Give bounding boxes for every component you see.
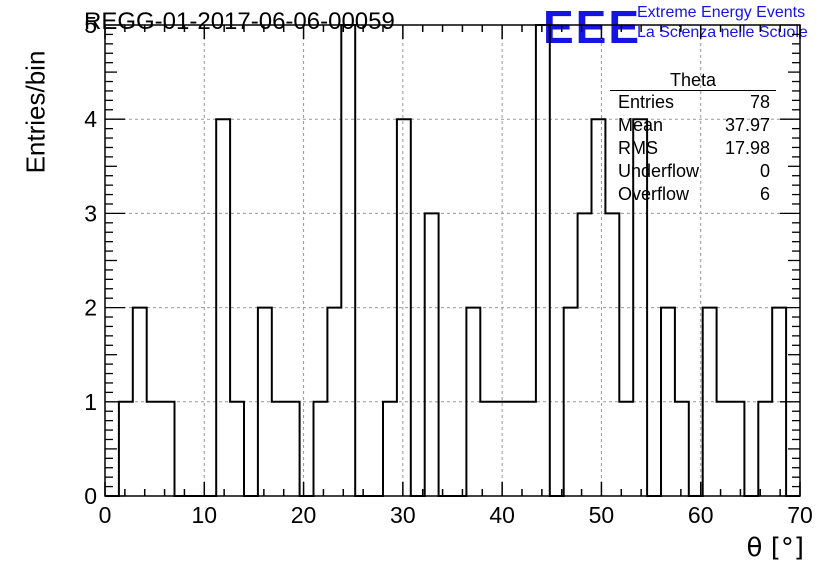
stats-row-rms: RMS 17.98: [618, 138, 770, 158]
x-tick-label: 10: [191, 502, 217, 528]
x-tick-label: 70: [787, 502, 813, 528]
x-tick-label: 40: [489, 502, 515, 528]
stats-box: Theta Entries 78 Mean 37.97 RMS 17.98 Under…: [610, 70, 776, 206]
y-tick-label: 5: [84, 12, 97, 38]
y-tick-label: 1: [84, 389, 97, 415]
logo-line-1: Extreme Energy Events: [637, 4, 806, 21]
y-tick-label: 2: [84, 295, 97, 321]
y-tick-label: 3: [84, 200, 97, 226]
tick-labels: 0 10 20 30 40 50 60 70 0 1 2 3 4 5: [84, 12, 813, 528]
x-tick-label: 30: [390, 502, 416, 528]
y-tick-label: 4: [84, 106, 97, 132]
stats-row-overflow: Overflow 6: [618, 184, 770, 204]
x-tick-label: 60: [688, 502, 714, 528]
stats-row-mean: Mean 37.97: [618, 115, 770, 135]
x-axis-label: θ [°]: [746, 533, 804, 563]
stats-title: Theta: [610, 70, 776, 91]
x-tick-label: 20: [291, 502, 317, 528]
y-axis-label: Entries/bin: [20, 50, 51, 174]
stats-row-entries: Entries 78: [618, 92, 770, 112]
axis-ticks: [104, 24, 801, 497]
logo-line-2: La Scienza nelle Scuole: [637, 24, 808, 41]
y-tick-label: 0: [84, 483, 97, 509]
stats-row-underflow: Underflow 0: [618, 161, 770, 181]
eee-logo: EEE: [543, 1, 642, 53]
x-tick-label: 50: [589, 502, 615, 528]
x-tick-label: 0: [99, 502, 112, 528]
